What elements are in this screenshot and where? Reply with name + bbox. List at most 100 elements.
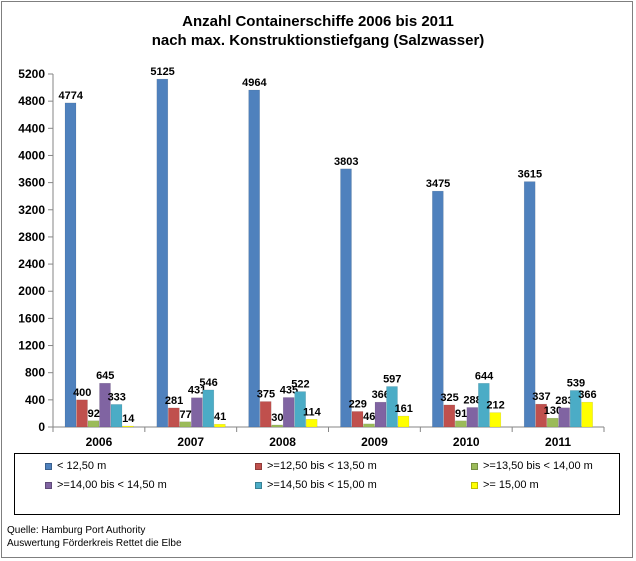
bar-0-2010 bbox=[432, 190, 444, 428]
data-label: 130 bbox=[544, 405, 562, 417]
bar-4-2006 bbox=[110, 404, 123, 428]
x-tick-label: 2006 bbox=[86, 435, 113, 449]
y-tick-label: 1200 bbox=[18, 339, 45, 353]
y-tick-label: 4400 bbox=[18, 121, 45, 135]
bar-4-2009 bbox=[386, 386, 398, 428]
x-tick-label: 2007 bbox=[177, 435, 204, 449]
data-label: 77 bbox=[179, 409, 191, 421]
bar-2-2007 bbox=[179, 421, 192, 428]
source-line-1: Quelle: Hamburg Port Authority bbox=[7, 525, 146, 536]
legend-label: >= 15,00 m bbox=[483, 479, 539, 491]
bar-2-2006 bbox=[87, 420, 100, 428]
bar-5-2011 bbox=[581, 401, 593, 428]
data-label: 431 bbox=[188, 385, 206, 397]
bar-1-2007 bbox=[168, 407, 180, 428]
data-label: 14 bbox=[122, 413, 135, 425]
bar-3-2010 bbox=[466, 407, 479, 428]
y-tick-label: 4800 bbox=[18, 94, 45, 108]
data-label: 597 bbox=[383, 373, 401, 385]
data-label: 92 bbox=[88, 408, 100, 420]
data-label: 366 bbox=[578, 389, 596, 401]
data-label: 400 bbox=[73, 387, 91, 399]
data-label: 46 bbox=[363, 411, 375, 423]
legend-swatch bbox=[45, 481, 52, 489]
y-tick-label: 3200 bbox=[18, 203, 45, 217]
bar-0-2011 bbox=[523, 181, 536, 428]
legend-item: >=14,50 bis < 15,00 m bbox=[255, 479, 377, 491]
x-tick-label: 2009 bbox=[361, 435, 388, 449]
bar-5-2007 bbox=[214, 423, 226, 428]
data-label: 161 bbox=[395, 403, 413, 415]
y-tick-label: 400 bbox=[25, 393, 45, 407]
chart-subtitle: nach max. Konstruktionstiefgang (Salzwas… bbox=[151, 32, 485, 49]
chart-title-block: Anzahl Containerschiffe 2006 bis 2011 na… bbox=[0, 12, 636, 50]
bar-4-2011 bbox=[569, 390, 582, 428]
data-label: 539 bbox=[567, 377, 585, 389]
legend-swatch bbox=[255, 481, 262, 489]
legend-label: >=14,00 bis < 14,50 m bbox=[57, 479, 167, 491]
bar-2-2008 bbox=[271, 424, 283, 428]
bar-4-2008 bbox=[294, 391, 306, 428]
legend-swatch bbox=[45, 462, 52, 470]
data-label: 337 bbox=[532, 391, 550, 403]
y-tick-label: 800 bbox=[25, 366, 45, 380]
bar-1-2011 bbox=[535, 403, 547, 428]
data-label: 288 bbox=[463, 394, 481, 406]
data-label: 645 bbox=[96, 370, 114, 382]
x-tick-label: 2008 bbox=[269, 435, 296, 449]
data-label: 644 bbox=[475, 370, 494, 382]
data-label: 375 bbox=[257, 389, 275, 401]
bar-0-2009 bbox=[340, 168, 352, 428]
bar-5-2006 bbox=[122, 425, 134, 428]
legend-label: >=13,50 bis < 14,00 m bbox=[483, 460, 593, 472]
data-label: 4774 bbox=[59, 90, 84, 102]
legend-item: < 12,50 m bbox=[45, 460, 106, 472]
y-tick-label: 3600 bbox=[18, 176, 45, 190]
bar-4-2007 bbox=[202, 389, 215, 428]
bar-1-2008 bbox=[259, 401, 272, 428]
y-tick-label: 2800 bbox=[18, 230, 45, 244]
data-label: 325 bbox=[440, 392, 458, 404]
bar-1-2010 bbox=[443, 404, 456, 428]
data-label: 30 bbox=[271, 412, 283, 424]
legend-item: >=14,00 bis < 14,50 m bbox=[45, 479, 167, 491]
chart-title: Anzahl Containerschiffe 2006 bis 2011 bbox=[182, 13, 454, 30]
legend-item: >=12,50 bis < 13,50 m bbox=[255, 460, 377, 472]
data-label: 522 bbox=[291, 379, 309, 391]
bar-0-2008 bbox=[248, 89, 260, 428]
bar-0-2007 bbox=[156, 78, 169, 428]
data-label: 3803 bbox=[334, 156, 358, 168]
data-label: 91 bbox=[455, 408, 467, 420]
data-label: 281 bbox=[165, 395, 183, 407]
legend-swatch bbox=[471, 481, 478, 489]
y-tick-label: 4000 bbox=[18, 148, 45, 162]
bar-1-2009 bbox=[351, 411, 364, 428]
bar-2-2010 bbox=[455, 420, 467, 428]
bar-3-2007 bbox=[191, 397, 203, 428]
source-note: Quelle: Hamburg Port Authority Auswertun… bbox=[7, 524, 182, 550]
bar-5-2009 bbox=[397, 415, 410, 428]
data-label: 366 bbox=[372, 389, 390, 401]
data-label: 4964 bbox=[242, 77, 267, 89]
y-tick-label: 5200 bbox=[18, 67, 45, 81]
data-label: 283 bbox=[555, 395, 573, 407]
legend-item: >=13,50 bis < 14,00 m bbox=[471, 460, 593, 472]
bar-2-2011 bbox=[546, 417, 559, 428]
bar-5-2008 bbox=[305, 419, 318, 428]
source-line-2: Auswertung Förderkreis Rettet die Elbe bbox=[7, 538, 182, 549]
data-label: 3475 bbox=[426, 178, 450, 190]
y-tick-label: 2400 bbox=[18, 257, 45, 271]
legend-label: >=14,50 bis < 15,00 m bbox=[267, 479, 377, 491]
legend-swatch bbox=[471, 462, 478, 470]
y-tick-label: 1600 bbox=[18, 311, 45, 325]
data-label: 229 bbox=[349, 398, 367, 410]
data-label: 3615 bbox=[518, 169, 542, 181]
bar-5-2010 bbox=[489, 412, 502, 428]
x-tick-label: 2011 bbox=[545, 435, 571, 449]
data-label: 5125 bbox=[150, 66, 174, 78]
x-tick-label: 2010 bbox=[453, 435, 480, 449]
bar-3-2009 bbox=[374, 401, 387, 428]
bar-4-2010 bbox=[478, 383, 490, 428]
legend-swatch bbox=[255, 462, 262, 470]
